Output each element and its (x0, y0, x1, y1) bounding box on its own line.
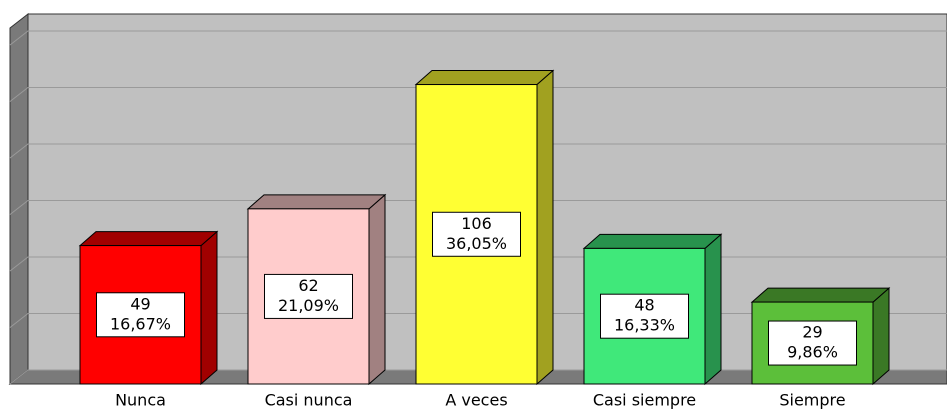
bar-top (78, 231, 219, 247)
bar-side (368, 193, 386, 386)
bar-side (704, 233, 722, 386)
bar-top (414, 70, 555, 86)
share-label: 9,86% (787, 343, 838, 362)
data-label: 29 (802, 323, 822, 342)
data-label-box (768, 320, 857, 366)
data-label-box (432, 211, 521, 257)
bar-top (582, 233, 723, 249)
share-label: 16,67% (110, 314, 171, 333)
bar-side (872, 286, 890, 386)
bar-top (246, 194, 387, 210)
bar-top (750, 287, 891, 303)
bar-side (536, 69, 554, 386)
x-tick-label: A veces (445, 391, 507, 410)
share-label: 16,33% (614, 316, 675, 335)
data-label-box (264, 273, 353, 319)
data-label-box (96, 292, 185, 338)
grid-line (9, 143, 947, 159)
share-label: 21,09% (278, 296, 339, 315)
data-label: 49 (130, 294, 150, 313)
data-label: 62 (298, 276, 318, 295)
data-label: 48 (634, 296, 654, 315)
x-tick-label: Nunca (115, 391, 166, 410)
share-label: 36,05% (446, 234, 507, 253)
bar-side (200, 230, 218, 386)
grid-line (9, 200, 947, 215)
x-tick-label: Casi siempre (593, 391, 696, 410)
grid-line (9, 30, 947, 46)
data-label-box (600, 293, 689, 339)
x-tick-label: Siempre (779, 391, 845, 410)
left-wall (9, 12, 29, 386)
data-label: 106 (461, 214, 492, 233)
x-tick-label: Casi nunca (265, 391, 353, 410)
grid-line (9, 87, 947, 102)
